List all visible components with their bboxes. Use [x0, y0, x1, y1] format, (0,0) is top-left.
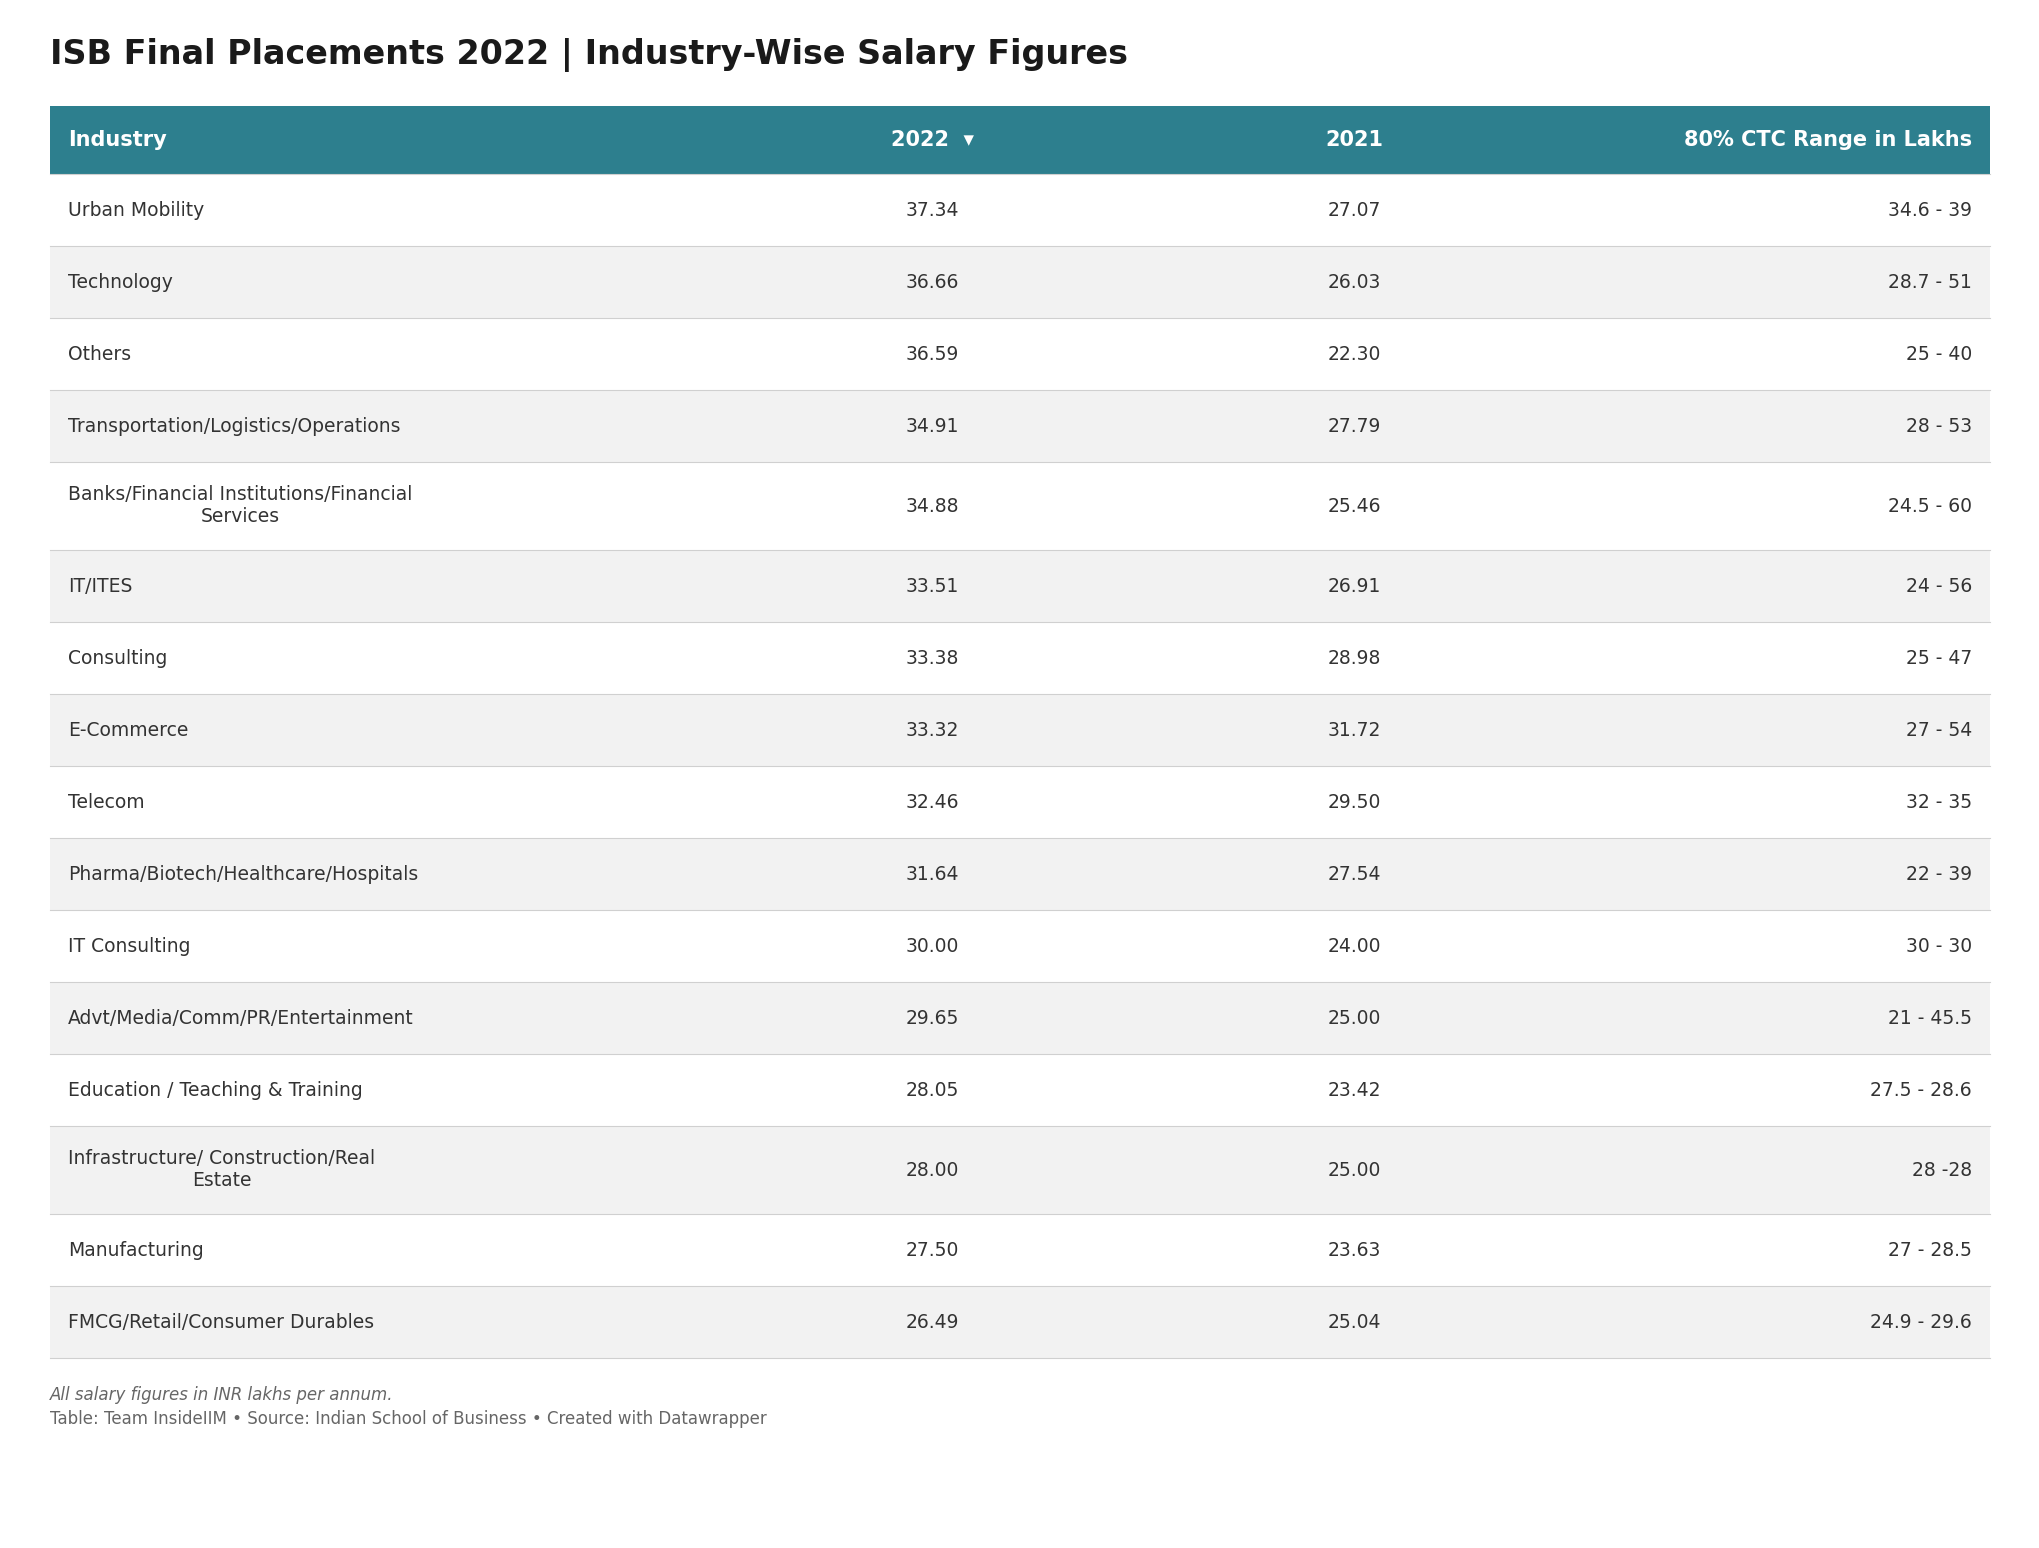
- Text: 25 - 40: 25 - 40: [1904, 345, 1972, 364]
- Bar: [51, 910, 1988, 981]
- Bar: [51, 173, 1988, 246]
- Text: 21 - 45.5: 21 - 45.5: [1886, 1008, 1972, 1028]
- Text: 33.38: 33.38: [905, 649, 958, 667]
- Bar: [51, 1054, 1988, 1125]
- Text: 23.42: 23.42: [1327, 1081, 1380, 1099]
- Bar: [51, 246, 1988, 317]
- Text: 25 - 47: 25 - 47: [1904, 649, 1972, 667]
- Text: IT Consulting: IT Consulting: [67, 937, 190, 955]
- Text: 25.46: 25.46: [1327, 497, 1380, 515]
- Text: 2022  ▾: 2022 ▾: [891, 130, 975, 150]
- Text: 28.7 - 51: 28.7 - 51: [1888, 272, 1972, 291]
- Text: Table: Team InsideIIM • Source: Indian School of Business • Created with Datawra: Table: Team InsideIIM • Source: Indian S…: [51, 1410, 767, 1427]
- Text: 25.00: 25.00: [1327, 1161, 1380, 1180]
- Text: 28.05: 28.05: [905, 1081, 958, 1099]
- Bar: [51, 461, 1988, 550]
- Text: 26.91: 26.91: [1327, 576, 1380, 596]
- Text: 27 - 54: 27 - 54: [1904, 720, 1972, 740]
- Text: 22 - 39: 22 - 39: [1904, 864, 1972, 884]
- Text: 25.00: 25.00: [1327, 1008, 1380, 1028]
- Text: ISB Final Placements 2022 | Industry-Wise Salary Figures: ISB Final Placements 2022 | Industry-Wis…: [51, 39, 1128, 73]
- Text: 34.6 - 39: 34.6 - 39: [1886, 201, 1972, 220]
- Text: 32.46: 32.46: [905, 793, 958, 811]
- Text: Transportation/Logistics/Operations: Transportation/Logistics/Operations: [67, 416, 400, 435]
- Bar: [51, 1125, 1988, 1214]
- Bar: [51, 105, 1988, 173]
- Text: 27 - 28.5: 27 - 28.5: [1888, 1240, 1972, 1260]
- Text: 23.63: 23.63: [1327, 1240, 1380, 1260]
- Text: Infrastructure/ Construction/Real
Estate: Infrastructure/ Construction/Real Estate: [67, 1150, 375, 1190]
- Bar: [51, 766, 1988, 837]
- Text: 36.59: 36.59: [905, 345, 958, 364]
- Text: 22.30: 22.30: [1327, 345, 1380, 364]
- Text: 26.03: 26.03: [1327, 272, 1380, 291]
- Bar: [51, 837, 1988, 910]
- Text: Education / Teaching & Training: Education / Teaching & Training: [67, 1081, 363, 1099]
- Text: 30 - 30: 30 - 30: [1904, 937, 1972, 955]
- Text: 27.5 - 28.6: 27.5 - 28.6: [1870, 1081, 1972, 1099]
- Text: Technology: Technology: [67, 272, 173, 291]
- Text: IT/ITES: IT/ITES: [67, 576, 133, 596]
- Text: 26.49: 26.49: [905, 1313, 958, 1331]
- Text: 31.64: 31.64: [905, 864, 958, 884]
- Text: Industry: Industry: [67, 130, 167, 150]
- Text: Banks/Financial Institutions/Financial
Services: Banks/Financial Institutions/Financial S…: [67, 486, 412, 526]
- Text: 32 - 35: 32 - 35: [1904, 793, 1972, 811]
- Text: 29.65: 29.65: [905, 1008, 958, 1028]
- Text: 28 -28: 28 -28: [1911, 1161, 1972, 1180]
- Text: Advt/Media/Comm/PR/Entertainment: Advt/Media/Comm/PR/Entertainment: [67, 1008, 414, 1028]
- Text: 34.91: 34.91: [905, 416, 958, 435]
- Text: Telecom: Telecom: [67, 793, 145, 811]
- Text: 28.00: 28.00: [905, 1161, 958, 1180]
- Text: Consulting: Consulting: [67, 649, 167, 667]
- Text: E-Commerce: E-Commerce: [67, 720, 188, 740]
- Text: 33.32: 33.32: [905, 720, 958, 740]
- Text: 36.66: 36.66: [905, 272, 958, 291]
- Text: 24 - 56: 24 - 56: [1904, 576, 1972, 596]
- Text: 25.04: 25.04: [1327, 1313, 1380, 1331]
- Text: 2021: 2021: [1325, 130, 1382, 150]
- Text: 27.07: 27.07: [1327, 201, 1380, 220]
- Text: Pharma/Biotech/Healthcare/Hospitals: Pharma/Biotech/Healthcare/Hospitals: [67, 864, 418, 884]
- Text: 24.9 - 29.6: 24.9 - 29.6: [1870, 1313, 1972, 1331]
- Bar: [51, 1286, 1988, 1358]
- Bar: [51, 390, 1988, 461]
- Bar: [51, 694, 1988, 766]
- Text: Manufacturing: Manufacturing: [67, 1240, 204, 1260]
- Text: Urban Mobility: Urban Mobility: [67, 201, 204, 220]
- Text: Others: Others: [67, 345, 130, 364]
- Bar: [51, 550, 1988, 622]
- Text: 29.50: 29.50: [1327, 793, 1380, 811]
- Text: FMCG/Retail/Consumer Durables: FMCG/Retail/Consumer Durables: [67, 1313, 373, 1331]
- Text: 33.51: 33.51: [905, 576, 958, 596]
- Bar: [51, 317, 1988, 390]
- Text: 37.34: 37.34: [905, 201, 958, 220]
- Bar: [51, 622, 1988, 694]
- Text: 27.79: 27.79: [1327, 416, 1380, 435]
- Text: 27.54: 27.54: [1327, 864, 1380, 884]
- Text: All salary figures in INR lakhs per annum.: All salary figures in INR lakhs per annu…: [51, 1385, 394, 1404]
- Text: 24.00: 24.00: [1327, 937, 1380, 955]
- Text: 34.88: 34.88: [905, 497, 958, 515]
- Text: 30.00: 30.00: [905, 937, 958, 955]
- Bar: [51, 981, 1988, 1054]
- Text: 31.72: 31.72: [1327, 720, 1380, 740]
- Bar: [51, 1214, 1988, 1286]
- Text: 28 - 53: 28 - 53: [1904, 416, 1972, 435]
- Text: 27.50: 27.50: [905, 1240, 958, 1260]
- Text: 28.98: 28.98: [1327, 649, 1380, 667]
- Text: 24.5 - 60: 24.5 - 60: [1886, 497, 1972, 515]
- Text: 80% CTC Range in Lakhs: 80% CTC Range in Lakhs: [1682, 130, 1972, 150]
